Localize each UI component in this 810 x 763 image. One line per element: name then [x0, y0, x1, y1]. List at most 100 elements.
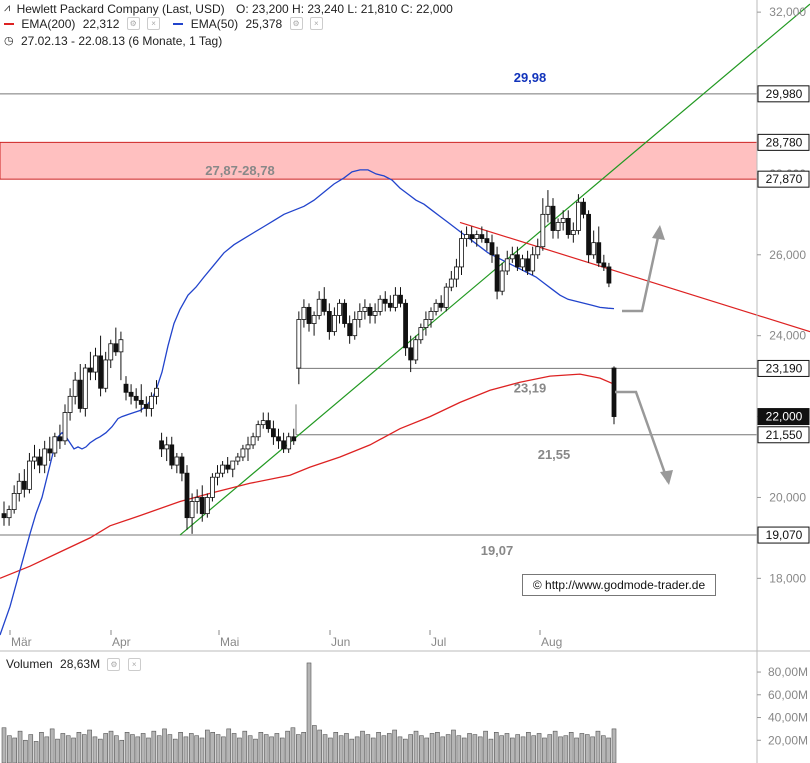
candle-body: [220, 464, 225, 474]
annotation-label: 21,55: [538, 447, 571, 462]
volume-bar: [49, 728, 55, 763]
candle-body: [225, 464, 231, 470]
candle-body: [606, 266, 612, 284]
volume-bar: [258, 732, 264, 763]
candle-body: [494, 254, 500, 292]
candle-body: [143, 404, 149, 409]
candle-body: [128, 391, 134, 397]
volume-tick-label: 80,00M: [768, 665, 808, 679]
ema200-close-icon[interactable]: ×: [147, 17, 161, 31]
volume-bar: [547, 734, 553, 763]
candle-body: [423, 319, 429, 328]
volume-bar: [226, 728, 232, 763]
candle-body: [184, 472, 190, 519]
volume-bar: [360, 730, 365, 763]
candle-body: [530, 254, 536, 272]
volume-bar: [403, 738, 408, 763]
up-arrow-head: [652, 225, 665, 240]
candle-body: [515, 254, 520, 268]
volume-bar: [322, 734, 328, 763]
candle-body: [11, 493, 17, 510]
candle-body: [164, 444, 170, 450]
candle-body: [337, 302, 342, 316]
candle-body: [47, 448, 53, 454]
y-tick-label: 20,000: [769, 490, 806, 504]
candle-body: [77, 379, 83, 409]
candle-body: [215, 472, 220, 478]
candle-body: [133, 395, 139, 401]
ema50-close-icon[interactable]: ×: [309, 17, 323, 31]
volume-bar: [279, 737, 285, 763]
y-tick-label: 24,000: [769, 329, 806, 343]
candle-body: [565, 217, 571, 235]
candle-body: [6, 509, 12, 519]
volume-bar: [317, 729, 323, 763]
y-tick-label: 18,000: [769, 571, 806, 585]
price-box-label: 29,980: [766, 87, 803, 101]
candle-body: [448, 278, 454, 288]
ema200-gear-icon[interactable]: ⚙: [126, 17, 140, 31]
candle-body: [98, 355, 103, 389]
volume-bar: [76, 732, 82, 763]
down-arrow: [615, 390, 670, 483]
volume-bar: [295, 734, 301, 763]
candle-body: [194, 497, 200, 502]
candle-body: [204, 497, 210, 515]
volume-bar: [1, 727, 7, 763]
legend-row-2: EMA(200) 22,312 ⚙ × EMA(50) 25,378 ⚙ ×: [4, 16, 323, 31]
volume-bar: [81, 734, 87, 763]
candle-body: [52, 436, 58, 454]
candle-body: [27, 460, 32, 490]
candle-body: [342, 302, 347, 324]
volume-bar: [274, 733, 280, 763]
annotation-label: 19,07: [481, 543, 514, 558]
candle-body: [118, 339, 124, 353]
ohlc-values: O: 23,200 H: 23,240 L: 21,810 C: 22,000: [235, 1, 453, 16]
candle-body: [108, 343, 114, 361]
volume-bar: [424, 737, 430, 763]
candle-body: [321, 298, 327, 312]
volume-bar: [87, 729, 92, 763]
volume-close-icon[interactable]: ×: [127, 658, 141, 672]
candle-body: [326, 311, 332, 333]
volume-bar: [381, 735, 387, 763]
volume-bar: [354, 736, 360, 763]
volume-bar: [151, 730, 157, 763]
volume-bar: [590, 736, 595, 763]
y-tick-label: 32,000: [769, 5, 806, 19]
candle-body: [316, 298, 322, 316]
candle-body: [581, 201, 586, 215]
volume-bar: [55, 738, 60, 763]
volume-bar: [103, 733, 108, 763]
volume-bar: [440, 736, 446, 763]
volume-bar: [71, 737, 76, 763]
up-arrow: [622, 227, 662, 313]
volume-bar: [542, 737, 547, 763]
volume-bar: [210, 732, 215, 763]
volume-bar: [221, 736, 226, 763]
copyright-box[interactable]: © http://www.godmode-trader.de: [522, 574, 716, 596]
candle-body: [149, 395, 154, 409]
candle-body: [591, 242, 597, 256]
volume-bar: [39, 732, 44, 763]
candle-body: [474, 234, 480, 240]
volume-bar: [526, 732, 531, 763]
candle-body: [586, 213, 591, 256]
volume-gear-icon[interactable]: ⚙: [107, 658, 121, 672]
candle-body: [260, 420, 266, 426]
legend-row-1: ⩘ Hewlett Packard Company (Last, USD) O:…: [0, 1, 453, 16]
volume-bar: [397, 736, 403, 763]
volume-bar: [376, 732, 381, 763]
ema50-gear-icon[interactable]: ⚙: [289, 17, 303, 31]
candle-body: [443, 286, 449, 308]
volume-bar: [231, 733, 237, 763]
volume-bar: [461, 737, 467, 763]
volume-bar: [194, 735, 199, 763]
candle-body: [555, 222, 561, 231]
volume-tick-label: 40,00M: [768, 711, 808, 725]
candle-body: [67, 395, 73, 413]
volume-bar: [146, 737, 151, 763]
candle-body: [504, 258, 510, 272]
volume-bar: [413, 730, 419, 763]
volume-bar: [301, 732, 306, 763]
